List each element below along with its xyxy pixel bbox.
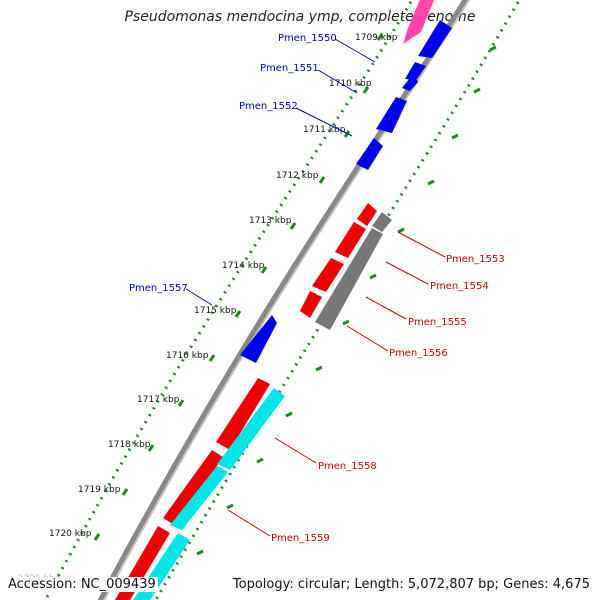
gene-feature[interactable] [300,291,322,318]
tick-ring-outer [43,0,414,600]
gene-feature[interactable] [418,20,452,58]
gene-feature[interactable] [312,258,344,292]
forward-genes [240,0,452,363]
gene-label[interactable]: Pmen_1555 [408,317,467,328]
gene-label[interactable]: Pmen_1557 [129,283,188,294]
gene-label[interactable]: Pmen_1552 [239,101,298,112]
gene-feature[interactable] [170,466,228,530]
gene-feature[interactable] [376,97,407,133]
gene-feature[interactable] [217,388,285,470]
gene-feature[interactable] [216,378,270,450]
gene-label[interactable]: Pmen_1553 [446,254,505,265]
pseudo-genes [315,212,392,330]
gene-feature[interactable] [315,228,383,330]
genome-backbone-shadow [103,0,470,600]
kbp-label: 1716 kbp [166,351,209,361]
kbp-label: 1720 kbp [49,529,92,539]
kbp-tick-marks-inner [196,45,497,556]
gene-label[interactable]: Pmen_1556 [389,348,448,359]
gene-label[interactable]: Pmen_1551 [260,63,319,74]
reverse-genes [115,203,377,600]
gene-label[interactable]: Pmen_1558 [318,461,377,472]
genome-title: Pseudomonas mendocina ymp, complete geno… [124,9,476,25]
kbp-label: 1713 kbp [249,216,292,226]
gene-label[interactable]: Pmen_1550 [278,33,337,44]
label-leaders [185,38,446,537]
kbp-label: 1711 kbp [303,125,346,135]
kbp-label: 1709 kbp [355,33,398,43]
gene-label[interactable]: Pmen_1559 [271,533,330,544]
gene-feature[interactable] [335,222,366,258]
gene-feature[interactable] [357,203,377,226]
kbp-label: 1712 kbp [276,171,319,181]
accession-text: Accession: NC_009439 [6,577,158,592]
genome-backbone [97,0,468,600]
gene-feature[interactable] [403,0,436,44]
kbp-label: 1715 kbp [194,306,237,316]
kbp-label: 1718 kbp [108,440,151,450]
kbp-label: 1714 kbp [222,261,265,271]
kbp-label: 1719 kbp [78,485,121,495]
gene-label[interactable]: Pmen_1554 [430,281,489,292]
kbp-label: 1717 kbp [137,395,180,405]
gene-feature[interactable] [372,212,392,232]
gene-feature[interactable] [163,450,223,526]
gene-feature[interactable] [240,315,277,363]
gene-feature[interactable] [402,74,418,91]
gene-feature[interactable] [405,62,426,80]
topology-text: Topology: circular; Length: 5,072,807 bp… [230,577,592,592]
tick-ring-inner [154,0,521,600]
kbp-label: 1710 kbp [329,79,372,89]
gene-feature[interactable] [356,138,383,170]
